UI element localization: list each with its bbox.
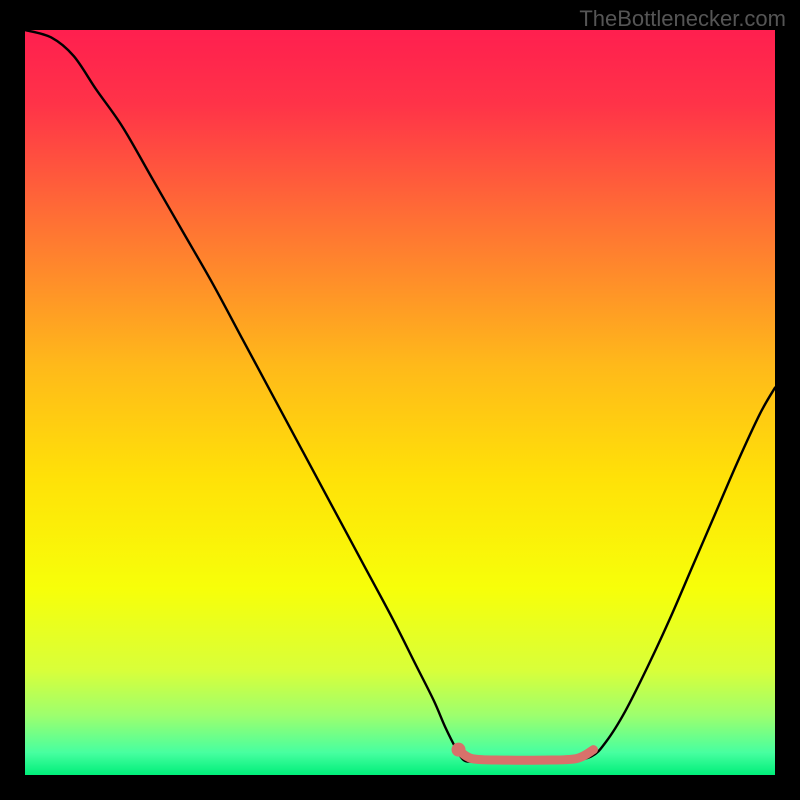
curve-overlay bbox=[25, 30, 775, 775]
optimal-range-start-marker bbox=[452, 743, 466, 757]
optimal-range-highlight bbox=[459, 750, 594, 761]
watermark-text: TheBottlenecker.com bbox=[579, 6, 786, 32]
plot-area bbox=[25, 30, 775, 775]
bottleneck-curve bbox=[25, 30, 775, 762]
